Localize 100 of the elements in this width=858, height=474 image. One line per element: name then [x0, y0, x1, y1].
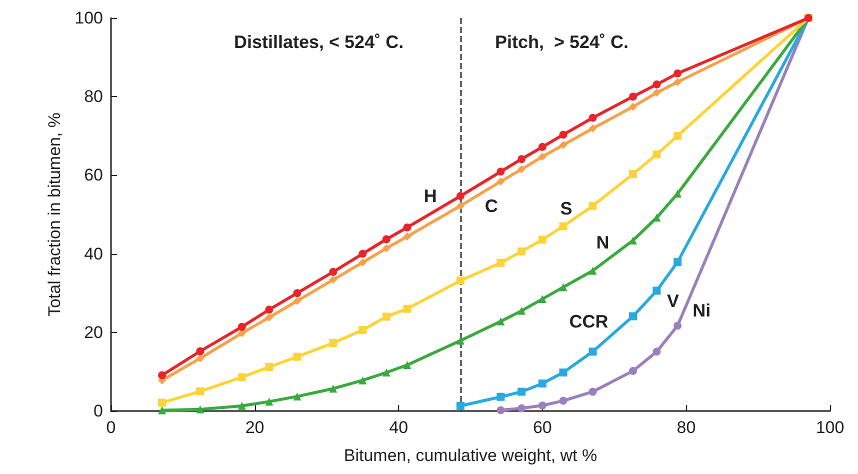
point	[629, 92, 637, 101]
point	[329, 268, 338, 276]
point	[456, 192, 464, 200]
point	[456, 202, 464, 210]
y-tick-label: 40	[84, 244, 103, 264]
x-tick-label: 100	[816, 418, 844, 437]
point	[559, 222, 568, 230]
x-tick-label: 40	[389, 418, 408, 437]
point	[628, 312, 637, 320]
point	[265, 313, 274, 322]
point	[158, 371, 166, 380]
point	[403, 232, 412, 241]
point	[265, 398, 274, 406]
point	[403, 304, 412, 313]
series-label: Ni	[692, 300, 711, 321]
point	[456, 276, 464, 285]
point	[158, 398, 166, 407]
point	[588, 202, 597, 210]
y-tick-label: 100	[74, 8, 103, 28]
y-tick-label: 80	[84, 87, 103, 106]
point	[538, 294, 546, 303]
x-tick-label: 0	[106, 418, 116, 437]
point	[518, 155, 526, 164]
point	[538, 379, 546, 388]
y-tick-label: 20	[84, 322, 103, 342]
point	[652, 348, 661, 356]
point	[559, 368, 568, 376]
point	[196, 347, 204, 356]
y-tick-label: 0	[94, 402, 103, 420]
point	[496, 406, 505, 414]
x-tick-label: 80	[676, 418, 696, 437]
point	[293, 392, 302, 400]
point	[456, 336, 464, 345]
annotation: Distillates, < 524˚ C.	[234, 32, 404, 52]
point	[329, 276, 338, 284]
point	[652, 286, 661, 295]
point	[382, 235, 390, 244]
series-label: CCR	[569, 312, 608, 332]
point	[629, 366, 637, 375]
point	[158, 406, 166, 414]
point	[559, 130, 568, 139]
point	[588, 388, 597, 396]
point	[628, 170, 637, 178]
point	[358, 250, 367, 258]
x-tick-label: 60	[532, 418, 552, 437]
point	[538, 142, 546, 151]
point	[559, 396, 568, 405]
point	[588, 114, 597, 122]
point	[518, 388, 526, 396]
point	[518, 247, 526, 256]
series-label: S	[560, 198, 572, 218]
point	[382, 244, 390, 252]
point	[238, 402, 246, 410]
point	[496, 168, 505, 176]
point	[538, 152, 546, 161]
point	[538, 402, 546, 410]
point	[588, 266, 597, 275]
point	[628, 102, 637, 111]
x-axis-title: Bitumen, cumulative weight, wt %	[344, 446, 598, 465]
point	[196, 405, 204, 414]
series-label: C	[484, 196, 498, 216]
y-axis-title: Total fraction in bitumen, %	[45, 112, 64, 317]
point	[358, 376, 367, 384]
point	[238, 322, 246, 331]
point	[559, 283, 568, 292]
y-tick-label: 60	[84, 166, 103, 185]
point	[496, 317, 505, 326]
point	[265, 362, 274, 371]
point	[674, 132, 682, 140]
point	[265, 306, 274, 314]
point	[403, 361, 412, 370]
point	[293, 289, 302, 298]
series-label: N	[596, 232, 610, 253]
point	[496, 258, 505, 267]
point	[674, 322, 682, 330]
point	[403, 223, 412, 232]
point	[588, 124, 597, 132]
point	[674, 78, 682, 86]
point	[559, 140, 568, 149]
point	[382, 368, 390, 376]
point	[518, 165, 526, 174]
point	[652, 80, 661, 88]
point	[652, 150, 661, 158]
point	[293, 296, 302, 305]
point	[358, 258, 367, 266]
x-tick-label: 20	[245, 418, 264, 437]
point	[652, 88, 661, 97]
point	[674, 258, 682, 266]
point	[238, 373, 246, 382]
point	[496, 392, 505, 401]
point	[588, 348, 597, 356]
point	[358, 326, 367, 334]
point	[518, 404, 526, 412]
point	[196, 354, 204, 362]
series-label: H	[424, 186, 437, 206]
point	[329, 384, 338, 393]
point	[538, 236, 546, 244]
point	[496, 177, 505, 186]
point	[456, 402, 464, 410]
annotation: V	[667, 291, 680, 311]
